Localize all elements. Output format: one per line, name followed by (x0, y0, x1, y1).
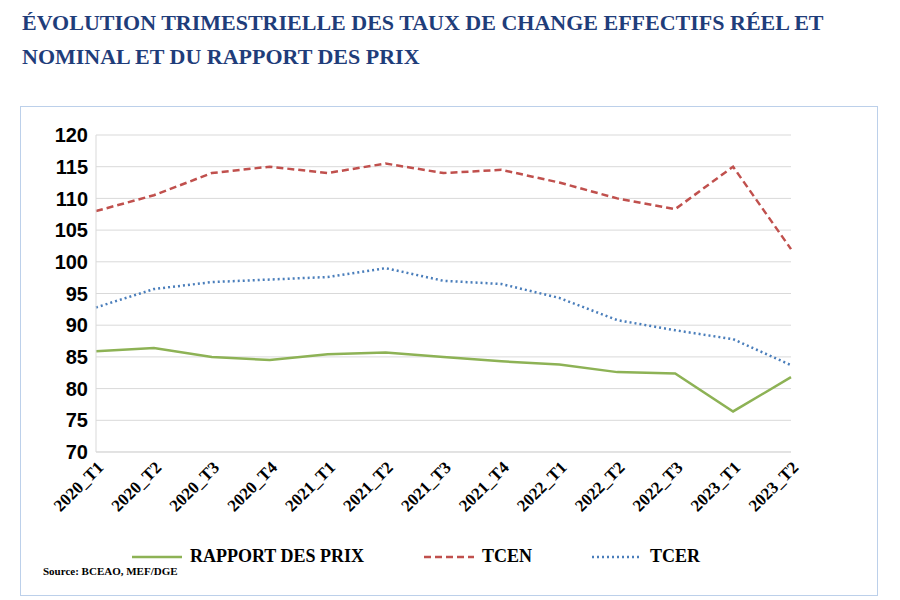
svg-text:2020_T1: 2020_T1 (50, 458, 108, 516)
svg-text:95: 95 (66, 283, 88, 305)
svg-text:2020_T4: 2020_T4 (224, 458, 282, 516)
svg-text:2023_T1: 2023_T1 (687, 458, 745, 516)
svg-text:2020_T3: 2020_T3 (166, 458, 224, 516)
html-text:RAPPORT DES PRIX: RAPPORT DES PRIX (190, 546, 364, 566)
svg-text:2021_T3: 2021_T3 (397, 458, 455, 516)
svg-text:2021_T2: 2021_T2 (339, 458, 397, 516)
svg-text:2022_T2: 2022_T2 (571, 458, 629, 516)
svg-text:110: 110 (56, 188, 88, 210)
svg-text:120: 120 (55, 124, 88, 146)
svg-text:2021_T4: 2021_T4 (455, 458, 513, 516)
svg-text:2023_T2: 2023_T2 (745, 458, 803, 516)
svg-text:70: 70 (66, 441, 88, 463)
svg-text:2022_T1: 2022_T1 (513, 458, 571, 516)
html-text:Source: BCEAO, MEF/DGE: Source: BCEAO, MEF/DGE (43, 565, 178, 577)
svg-text:90: 90 (66, 314, 88, 336)
svg-text:2020_T2: 2020_T2 (108, 458, 166, 516)
svg-text:105: 105 (55, 219, 88, 241)
svg-text:115: 115 (56, 156, 88, 178)
html-text:TCER: TCER (650, 546, 700, 566)
svg-text:2022_T3: 2022_T3 (629, 458, 687, 516)
html-text:TCEN: TCEN (482, 546, 532, 566)
svg-text:80: 80 (66, 378, 88, 400)
html-text:ÉVOLUTION TRIMESTRIELLE DES TA: ÉVOLUTION TRIMESTRIELLE DES TAUX DE CHAN… (22, 10, 824, 69)
svg-text:75: 75 (66, 409, 88, 431)
svg-text:100: 100 (55, 251, 88, 273)
svg-text:2021_T1: 2021_T1 (282, 458, 340, 516)
svg-text:85: 85 (66, 346, 88, 368)
